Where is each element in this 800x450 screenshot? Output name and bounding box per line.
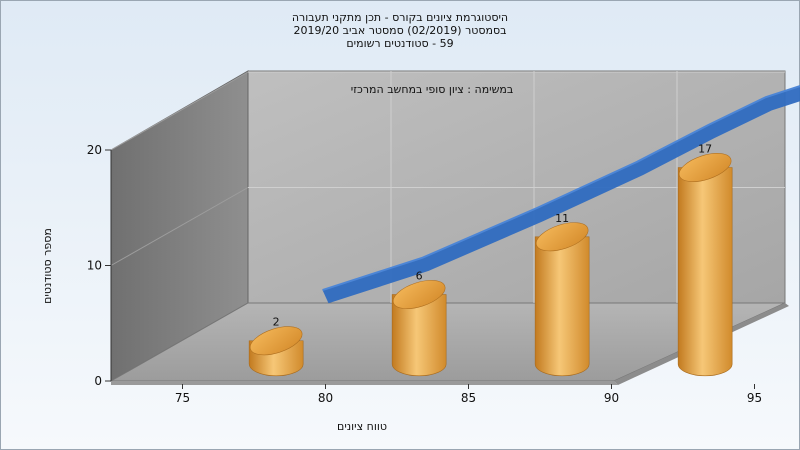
bar-body xyxy=(534,236,590,377)
x-tick-label: 85 xyxy=(461,391,476,405)
x-axis-label: טווח ציונים xyxy=(337,420,387,433)
bar-value-label: 6 xyxy=(416,270,423,283)
bar-body xyxy=(391,294,447,377)
grid-lines xyxy=(110,71,785,303)
y-tick-label: 0 xyxy=(94,374,102,388)
y-axis-label: מספר סטודנטים xyxy=(41,228,54,304)
curve-edge xyxy=(322,85,800,291)
plot-floor-edge xyxy=(111,381,618,385)
bar-body xyxy=(677,167,733,377)
bar-85: 11 xyxy=(534,212,590,377)
bar-75: 2 xyxy=(248,316,304,377)
bar-value-label: 17 xyxy=(698,142,712,155)
bar-90: 17 xyxy=(677,142,733,377)
x-tick-label: 75 xyxy=(175,391,190,405)
grid-line-left-wall xyxy=(110,71,249,151)
bar-value-label: 11 xyxy=(555,212,569,225)
grid-line-left-wall xyxy=(110,187,249,266)
axis-ticks: 010207580859095100 xyxy=(87,143,762,405)
distribution-curve xyxy=(322,85,800,304)
x-tick-label: 80 xyxy=(318,391,333,405)
bar-value-label: 2 xyxy=(273,316,280,329)
bar-cap xyxy=(249,326,303,356)
chart-subtitle-1: בסמסטר (02/2019) סמסטר אביב 2019/20 xyxy=(293,24,507,37)
x-tick-label: 90 xyxy=(604,391,619,405)
chart-titles: היסטוגרמת ציונים בקורס - תכן מתקני תעבור… xyxy=(0,11,800,50)
bar-cap xyxy=(392,280,446,309)
bar-cap xyxy=(535,222,589,252)
bars: 261117175 xyxy=(248,142,733,377)
chart-title: היסטוגרמת ציונים בקורס - תכן מתקני תעבור… xyxy=(291,11,509,24)
bar-cap xyxy=(678,153,732,182)
chart-subtitle-2: 59 - סטודנטים רשומים xyxy=(346,37,454,50)
y-tick-label: 10 xyxy=(87,259,102,273)
chart-annotation: במשימה : ציון סופי במחשב המרכזי xyxy=(351,83,514,96)
y-tick-label: 20 xyxy=(87,143,102,157)
bar-80: 6 xyxy=(391,270,447,377)
x-tick-label: 95 xyxy=(747,391,762,405)
